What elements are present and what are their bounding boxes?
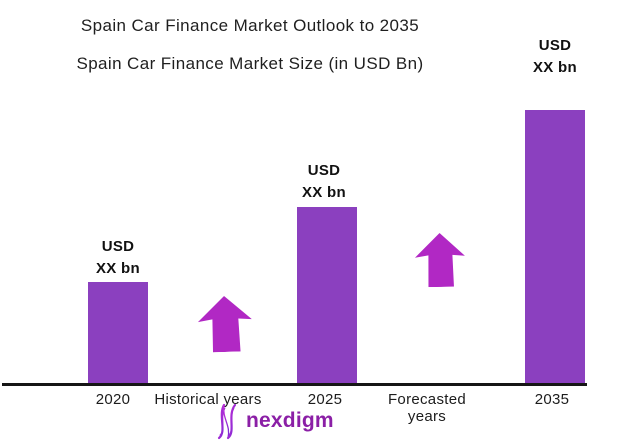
- nexdigm-logo-icon: [217, 403, 237, 440]
- x-axis-line: [2, 383, 587, 386]
- x-label-2035: 2035: [534, 391, 570, 408]
- chart-title: Spain Car Finance Market Outlook to 2035: [80, 16, 420, 35]
- value-label-2020-line1: USD: [101, 238, 135, 255]
- value-label-2025-line2: XX bn: [301, 184, 346, 201]
- value-label-2025: USD XX bn: [274, 160, 374, 204]
- x-label-2025: 2025: [307, 391, 343, 408]
- annotation-historical-years: Historical years: [154, 391, 262, 408]
- value-label-2025-line1: USD: [307, 162, 341, 179]
- growth-up-arrow-icon: [197, 295, 253, 353]
- nexdigm-logo: nexdigm: [214, 401, 334, 441]
- x-label-2020: 2020: [95, 391, 131, 408]
- value-label-2020-line2: XX bn: [95, 260, 140, 277]
- bar-2025: [297, 207, 357, 383]
- bar-2020: [88, 282, 148, 383]
- bar-2035: [525, 110, 585, 383]
- growth-up-arrow-icon: [415, 233, 466, 288]
- value-label-2035: USD XX bn: [505, 35, 605, 79]
- nexdigm-logo-text: nexdigm: [246, 409, 334, 432]
- value-label-2020: USD XX bn: [68, 236, 168, 280]
- chart-subtitle: Spain Car Finance Market Size (in USD Bn…: [76, 54, 424, 73]
- value-label-2035-line2: XX bn: [532, 59, 577, 76]
- value-label-2035-line1: USD: [538, 37, 572, 54]
- annotation-forecasted-years: Forecasted years: [387, 391, 467, 425]
